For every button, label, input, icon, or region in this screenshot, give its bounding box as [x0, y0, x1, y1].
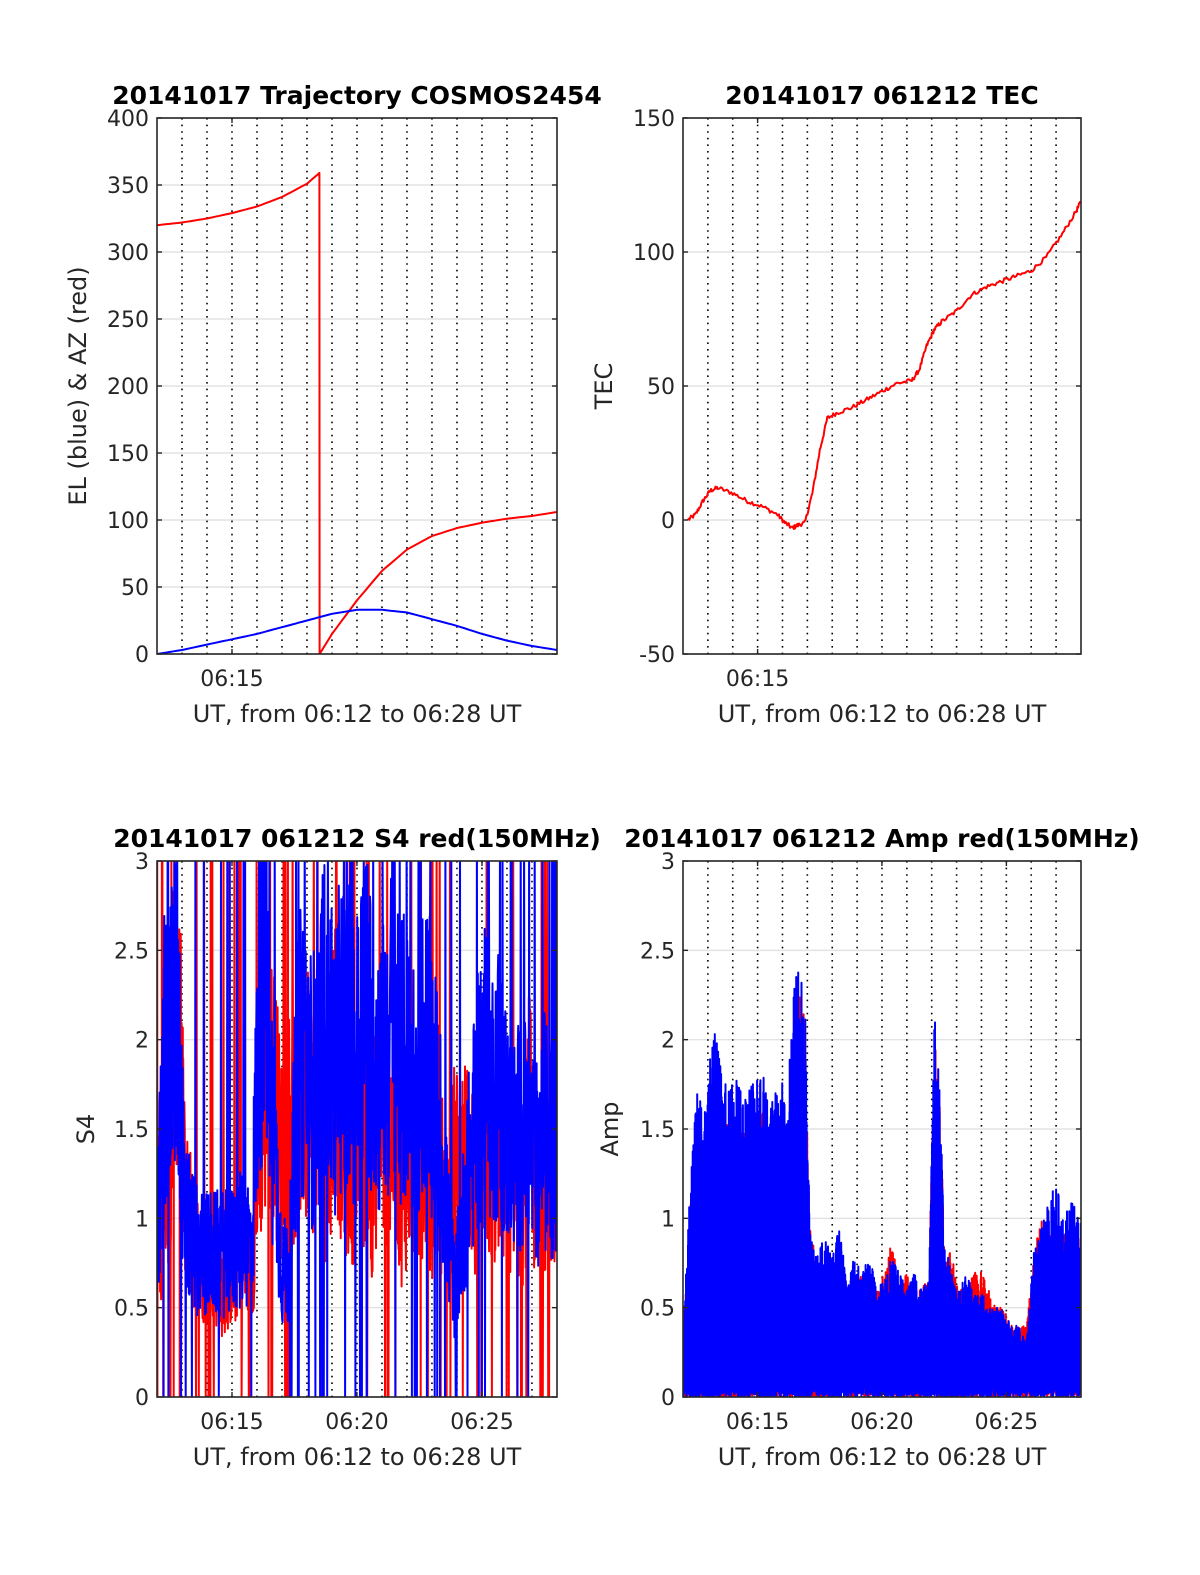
data-layer: [157, 861, 557, 1397]
y-tick-label: 100: [107, 509, 149, 534]
y-tick-label: 3: [135, 850, 149, 875]
y-tick-label: 150: [633, 107, 675, 132]
y-tick-label: 250: [107, 308, 149, 333]
x-tick-label: 06:20: [325, 1410, 388, 1435]
y-tick-label: 300: [107, 241, 149, 266]
x-axis-label: UT, from 06:12 to 06:28 UT: [718, 1443, 1047, 1471]
x-axis-label: UT, from 06:12 to 06:28 UT: [193, 700, 522, 728]
chart-title: 20141017 061212 S4 red(150MHz): [113, 824, 601, 853]
y-tick-label: 0: [135, 1386, 149, 1411]
data-series-2-line: [683, 971, 1081, 1397]
y-axis-label: Amp: [596, 1101, 624, 1156]
data-layer: [683, 971, 1081, 1397]
y-tick-label: 350: [107, 174, 149, 199]
y-tick-label: 0: [661, 1386, 675, 1411]
x-axis-label: UT, from 06:12 to 06:28 UT: [193, 1443, 522, 1471]
y-tick-label: 2: [135, 1029, 149, 1054]
y-tick-label: 0: [661, 509, 675, 534]
chart-panel-1: 0 50 100 150 200 250 300 350 400 06:15 20141017 Tr…: [64, 81, 602, 728]
x-tick-label: 06:15: [726, 1410, 789, 1435]
y-tick-label: 0.5: [640, 1297, 675, 1322]
y-tick-label: 1.5: [114, 1118, 149, 1143]
y-tick-label: 1: [661, 1207, 675, 1232]
chart-panel-2: -50 0 50 100 150 06:15 20141017 061212 TEC UT, …: [590, 81, 1082, 728]
y-tick-label: 0.5: [114, 1297, 149, 1322]
y-tick-label: 400: [107, 107, 149, 132]
y-tick-label: 100: [633, 241, 675, 266]
y-tick-label: -50: [639, 643, 675, 668]
y-tick-label: 150: [107, 442, 149, 467]
y-axis-label: S4: [72, 1114, 100, 1145]
y-tick-label: 50: [121, 576, 149, 601]
y-tick-label: 2: [661, 1029, 675, 1054]
y-tick-label: 0: [135, 643, 149, 668]
x-tick-label: 06:15: [200, 1410, 263, 1435]
y-tick-label: 200: [107, 375, 149, 400]
y-axis-label: TEC: [590, 363, 618, 411]
data-series-2-line: [157, 608, 557, 654]
data-series-1-line: [687, 200, 1081, 530]
chart-title: 20141017 061212 TEC: [725, 81, 1038, 110]
x-tick-label: 06:25: [450, 1410, 513, 1435]
y-tick-label: 50: [647, 375, 675, 400]
chart-panel-3: 0 0.5 1 1.5 2 2.5 3 06:15 06:20 06:25 20141017 061…: [72, 824, 601, 1471]
data-layer: [157, 171, 557, 654]
y-tick-label: 2.5: [114, 939, 149, 964]
chart-title: 20141017 Trajectory COSMOS2454: [112, 81, 602, 110]
x-tick-label: 06:15: [200, 667, 263, 692]
y-tick-label: 1.5: [640, 1118, 675, 1143]
y-tick-label: 1: [135, 1207, 149, 1232]
data-series-1-line: [157, 171, 557, 654]
x-axis-label: UT, from 06:12 to 06:28 UT: [718, 700, 1047, 728]
x-tick-label: 06:15: [726, 667, 789, 692]
y-axis-label: EL (blue) & AZ (red): [64, 266, 92, 505]
data-series-2-line: [157, 861, 557, 1397]
y-tick-label: 3: [661, 850, 675, 875]
data-layer: [687, 200, 1081, 530]
x-tick-label: 06:25: [975, 1410, 1038, 1435]
x-tick-label: 06:20: [850, 1410, 913, 1435]
chart-title: 20141017 061212 Amp red(150MHz): [624, 824, 1140, 853]
y-tick-label: 2.5: [640, 939, 675, 964]
chart-panel-4: 0 0.5 1 1.5 2 2.5 3 06:15 06:20 06:25 20141017 061…: [596, 824, 1140, 1471]
